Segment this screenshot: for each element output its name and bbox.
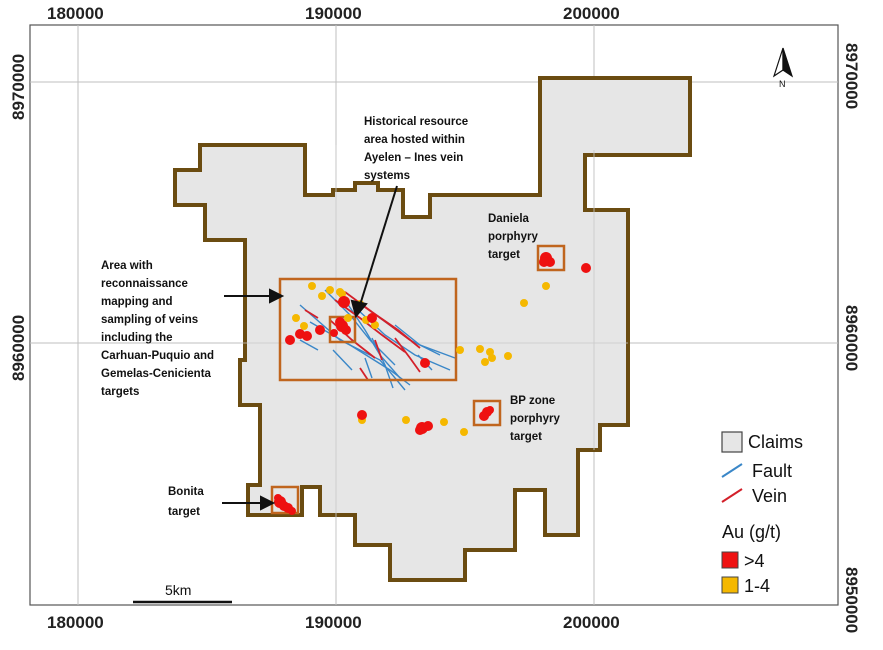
bonita-target-box bbox=[270, 485, 300, 515]
legend-high-label: >4 bbox=[744, 551, 765, 571]
au-sample-gt4 bbox=[367, 313, 377, 323]
y-tick-right-8950000: 8950000 bbox=[842, 567, 861, 633]
legend-vein-label: Vein bbox=[752, 486, 787, 506]
y-tick-right-8960000: 8960000 bbox=[842, 305, 861, 371]
au-sample-gt4 bbox=[415, 425, 425, 435]
x-tick-top-200000: 200000 bbox=[563, 4, 620, 23]
au-sample-gt4 bbox=[338, 296, 350, 308]
legend-mid-label: 1-4 bbox=[744, 576, 770, 596]
y-tick-left-8960000: 8960000 bbox=[9, 315, 28, 381]
au-sample-gt4 bbox=[302, 331, 312, 341]
au-sample-1-4 bbox=[456, 346, 464, 354]
au-sample-1-4 bbox=[300, 322, 308, 330]
au-sample-gt4 bbox=[335, 317, 345, 327]
legend-high-swatch bbox=[721, 551, 739, 569]
au-sample-1-4 bbox=[308, 282, 316, 290]
x-tick-bottom-200000: 200000 bbox=[563, 613, 620, 632]
y-tick-right-8970000: 8970000 bbox=[842, 43, 861, 109]
au-sample-1-4 bbox=[476, 345, 484, 353]
historical-target-box bbox=[328, 315, 357, 344]
au-sample-1-4 bbox=[336, 288, 344, 296]
north-arrow-icon: N bbox=[772, 47, 794, 89]
legend: Claims Fault Vein Au (g/t) >4 1-4 bbox=[721, 431, 803, 596]
y-tick-left-8970000: 8970000 bbox=[9, 54, 28, 120]
x-tick-bottom-180000: 180000 bbox=[47, 613, 104, 632]
scale-label: 5km bbox=[165, 582, 191, 598]
bonita-annotation: Bonita target bbox=[168, 486, 207, 518]
au-sample-gt4 bbox=[357, 410, 367, 420]
au-samples-gt4 bbox=[274, 252, 591, 515]
recon-annotation: Area with reconnaissance mapping and sam… bbox=[101, 260, 217, 398]
au-sample-1-4 bbox=[292, 314, 300, 322]
au-sample-gt4 bbox=[274, 494, 282, 502]
au-sample-1-4 bbox=[402, 416, 410, 424]
north-label: N bbox=[779, 79, 786, 89]
legend-vein-swatch bbox=[721, 488, 743, 503]
daniela-target-box bbox=[536, 244, 566, 272]
au-sample-gt4 bbox=[423, 421, 433, 431]
au-sample-1-4 bbox=[481, 358, 489, 366]
au-sample-1-4 bbox=[371, 321, 379, 329]
bp-target-box bbox=[472, 399, 502, 427]
au-sample-gt4 bbox=[288, 507, 296, 515]
legend-fault-swatch bbox=[721, 463, 743, 478]
scale-bar: 5km bbox=[133, 582, 232, 604]
au-sample-1-4 bbox=[440, 418, 448, 426]
legend-au-title: Au (g/t) bbox=[722, 522, 781, 542]
annotation-arrows bbox=[222, 185, 398, 511]
historical-annotation: Historical resource area hosted within A… bbox=[364, 116, 471, 182]
au-sample-1-4 bbox=[326, 286, 334, 294]
au-sample-gt4 bbox=[315, 325, 325, 335]
au-sample-1-4 bbox=[318, 292, 326, 300]
au-sample-gt4 bbox=[285, 335, 295, 345]
au-sample-1-4 bbox=[344, 314, 352, 322]
au-sample-1-4 bbox=[542, 282, 550, 290]
au-sample-1-4 bbox=[520, 299, 528, 307]
x-tick-top-180000: 180000 bbox=[47, 4, 104, 23]
x-tick-top-190000: 190000 bbox=[305, 4, 362, 23]
au-sample-gt4 bbox=[420, 358, 430, 368]
legend-claims-label: Claims bbox=[748, 432, 803, 452]
au-sample-1-4 bbox=[460, 428, 468, 436]
au-sample-1-4 bbox=[504, 352, 512, 360]
au-sample-1-4 bbox=[488, 354, 496, 362]
claims-polygon bbox=[173, 76, 692, 582]
au-sample-gt4 bbox=[539, 257, 549, 267]
legend-fault-label: Fault bbox=[752, 461, 792, 481]
x-tick-bottom-190000: 190000 bbox=[305, 613, 362, 632]
au-sample-gt4 bbox=[486, 406, 494, 414]
au-sample-gt4 bbox=[581, 263, 591, 273]
legend-claims-swatch bbox=[721, 431, 743, 453]
bp-annotation: BP zone porphyry target bbox=[510, 395, 563, 443]
au-sample-gt4 bbox=[479, 411, 489, 421]
legend-mid-swatch bbox=[721, 576, 739, 594]
daniela-annotation: Daniela porphyry target bbox=[488, 213, 541, 261]
au-sample-gt4 bbox=[330, 329, 338, 337]
au-sample-gt4 bbox=[341, 325, 351, 335]
